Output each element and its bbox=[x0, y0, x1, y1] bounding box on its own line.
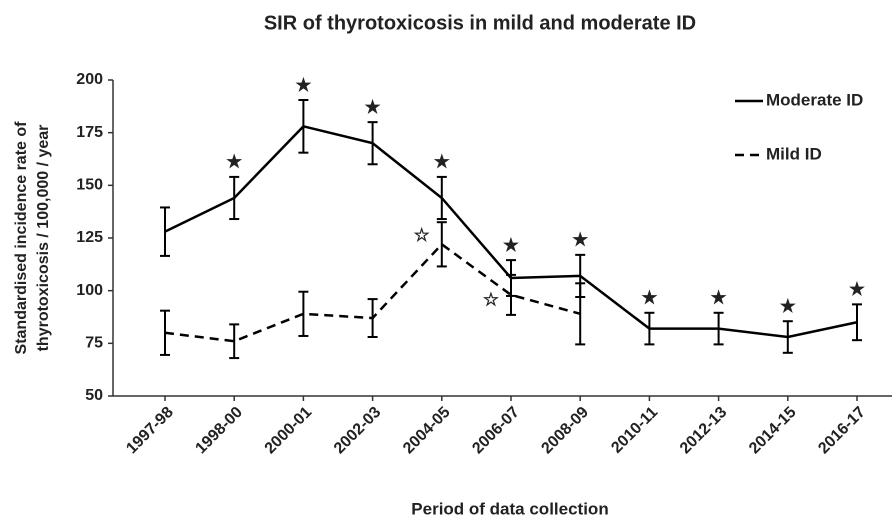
legend-label: Mild ID bbox=[766, 144, 822, 163]
x-tick-label: 1997-98 bbox=[123, 404, 177, 458]
y-tick-label: 200 bbox=[76, 71, 103, 88]
y-axis-label: Standardised incidence rate of bbox=[13, 121, 30, 355]
y-tick-label: 175 bbox=[76, 124, 103, 141]
x-tick-label: 2014-15 bbox=[746, 404, 800, 458]
y-tick-label: 50 bbox=[85, 387, 103, 404]
chart-title: SIR of thyrotoxicosis in mild and modera… bbox=[264, 12, 696, 34]
significance-marker: ★ bbox=[641, 288, 658, 308]
x-tick-label: 2016-17 bbox=[815, 404, 869, 458]
x-tick-label: 2002-03 bbox=[331, 404, 385, 458]
x-tick-label: 2000-01 bbox=[262, 404, 316, 458]
x-tick-label: 2004-05 bbox=[400, 404, 454, 458]
x-tick-label: 1998-00 bbox=[192, 404, 246, 458]
x-tick-label: 2008-09 bbox=[538, 404, 592, 458]
y-axis-label: thyrotoxicosis / 100,000 / year bbox=[35, 125, 52, 352]
x-tick-label: 2012-13 bbox=[677, 404, 731, 458]
significance-marker: ☆ bbox=[483, 290, 500, 310]
significance-marker: ★ bbox=[365, 97, 382, 117]
significance-marker: ★ bbox=[780, 296, 797, 316]
x-tick-label: 2006-07 bbox=[469, 404, 523, 458]
significance-marker: ☆ bbox=[414, 225, 431, 245]
x-tick-label: 2010-11 bbox=[608, 404, 661, 457]
significance-marker: ★ bbox=[503, 235, 520, 255]
y-tick-label: 100 bbox=[76, 282, 103, 299]
significance-marker: ★ bbox=[572, 230, 589, 250]
significance-marker: ★ bbox=[226, 152, 243, 172]
y-tick-label: 125 bbox=[76, 229, 103, 246]
y-tick-label: 75 bbox=[85, 335, 103, 352]
significance-marker: ★ bbox=[434, 152, 451, 172]
x-axis-label: Period of data collection bbox=[411, 499, 608, 518]
y-tick-label: 150 bbox=[76, 177, 103, 194]
significance-marker: ★ bbox=[295, 75, 312, 95]
legend-label: Moderate ID bbox=[766, 90, 863, 109]
significance-marker: ★ bbox=[849, 279, 866, 299]
significance-marker: ★ bbox=[711, 288, 728, 308]
